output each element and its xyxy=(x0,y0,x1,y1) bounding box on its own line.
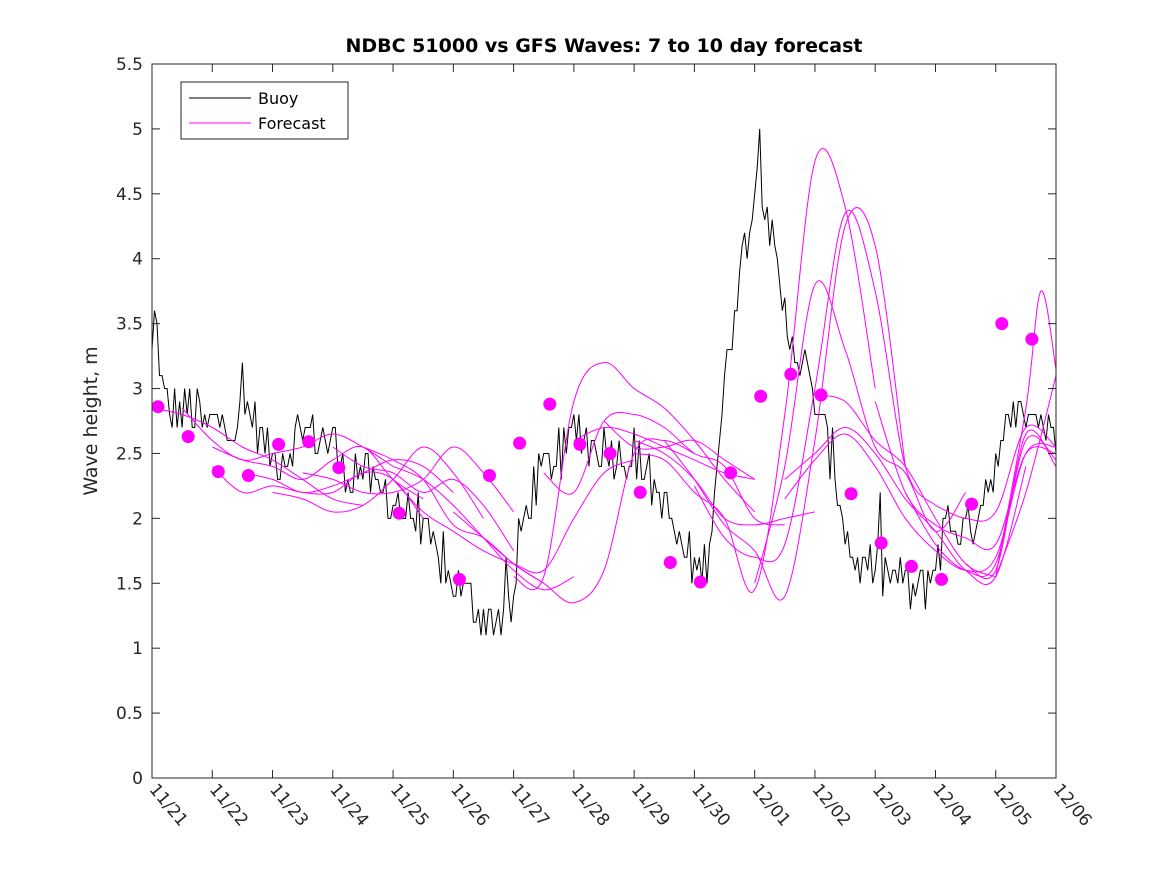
y-tick-label: 2.5 xyxy=(116,444,143,464)
forecast-series-layer xyxy=(151,148,1057,604)
forecast-marker xyxy=(241,469,255,482)
forecast-marker xyxy=(151,400,165,414)
legend-forecast-label: Forecast xyxy=(258,114,326,133)
forecast-marker xyxy=(844,487,858,501)
plot-frame xyxy=(151,63,1057,779)
x-tick-label: 11/30 xyxy=(687,780,734,830)
forecast-marker xyxy=(784,367,798,381)
forecast-marker xyxy=(603,447,617,460)
plot-area xyxy=(151,63,1057,779)
forecast-series-line-8 xyxy=(332,446,515,552)
y-tick-label: 5 xyxy=(132,120,143,140)
legend: Buoy Forecast xyxy=(180,81,349,140)
y-tick-label: 3.5 xyxy=(116,315,143,335)
forecast-series-line-7 xyxy=(302,446,514,513)
x-tick-label: 11/21 xyxy=(145,780,192,830)
forecast-marker xyxy=(633,485,647,499)
forecast-series-line-25 xyxy=(874,401,1057,551)
x-tick-label: 11/26 xyxy=(446,780,493,830)
x-tick-label: 11/29 xyxy=(627,780,674,830)
x-tick-label: 12/06 xyxy=(1049,780,1096,830)
y-axis-label: Wave height, m xyxy=(80,346,102,495)
x-tick-label: 11/22 xyxy=(205,780,252,830)
forecast-marker xyxy=(1025,332,1039,346)
forecast-series-line-28 xyxy=(965,429,1057,580)
forecast-marker xyxy=(392,506,406,520)
forecast-series-line-5 xyxy=(242,459,454,494)
y-tick-label: 4.5 xyxy=(116,185,143,205)
forecast-series-line-23 xyxy=(784,426,1027,585)
forecast-series-line-4 xyxy=(211,466,424,519)
forecast-series-line-29 xyxy=(995,375,1057,577)
y-tick-label: 4 xyxy=(132,250,143,270)
forecast-marker xyxy=(874,536,888,550)
forecast-series-line-14 xyxy=(543,411,785,526)
forecast-marker xyxy=(211,465,225,479)
forecast-marker xyxy=(965,497,979,511)
forecast-series-line-18 xyxy=(634,148,876,593)
forecast-marker xyxy=(995,317,1009,331)
forecast-series-line-13 xyxy=(513,362,756,591)
x-tick-label: 11/27 xyxy=(506,780,553,830)
forecast-series-line-24 xyxy=(784,433,1057,573)
forecast-marker xyxy=(814,388,828,402)
forecast-marker xyxy=(904,559,918,573)
x-tick-label: 12/05 xyxy=(989,780,1036,830)
forecast-series-line-30 xyxy=(995,290,1057,577)
forecast-marker xyxy=(663,556,677,569)
forecast-series-line-27 xyxy=(935,424,1057,522)
forecast-series-line-2 xyxy=(181,407,394,467)
y-tick-label: 0 xyxy=(132,769,143,789)
x-tick-label: 11/23 xyxy=(265,780,312,830)
forecast-marker xyxy=(332,461,346,475)
y-tick-label: 1 xyxy=(132,639,143,659)
forecast-marker xyxy=(181,430,195,444)
y-tick-label: 2 xyxy=(132,509,143,529)
forecast-series-line-3 xyxy=(212,445,424,500)
forecast-marker xyxy=(573,437,587,451)
legend-buoy-label: Buoy xyxy=(258,89,298,108)
forecast-series-line-16 xyxy=(603,420,755,480)
forecast-marker xyxy=(543,397,557,411)
forecast-marker xyxy=(272,437,286,451)
forecast-marker-layer xyxy=(151,317,1039,589)
forecast-series-line-20 xyxy=(693,210,936,563)
y-tick-label: 3 xyxy=(132,380,143,400)
forecast-series-line-21 xyxy=(754,280,967,584)
forecast-series-line-19 xyxy=(663,207,906,601)
y-tick-label: 0.5 xyxy=(116,704,143,724)
forecast-marker xyxy=(754,389,768,403)
chart-title: NDBC 51000 vs GFS Waves: 7 to 10 day for… xyxy=(345,35,862,57)
forecast-series-line-1 xyxy=(151,407,364,506)
forecast-series-line-26 xyxy=(904,435,1057,577)
forecast-marker xyxy=(935,572,948,586)
x-tick-label: 11/24 xyxy=(326,780,373,830)
x-tick-label: 12/03 xyxy=(868,780,915,830)
legend-box xyxy=(180,81,349,140)
x-tick-label: 11/28 xyxy=(567,780,614,830)
forecast-marker xyxy=(724,466,738,480)
y-tick-label: 1.5 xyxy=(116,574,143,594)
x-tick-label: 12/01 xyxy=(747,780,794,830)
forecast-series-line-12 xyxy=(452,438,695,604)
x-tick-label: 12/04 xyxy=(928,780,975,830)
forecast-marker xyxy=(302,435,316,449)
forecast-marker xyxy=(693,575,707,589)
x-tick-label: 12/02 xyxy=(808,780,855,830)
y-tick-label: 5.5 xyxy=(116,55,143,75)
x-tick-label: 11/25 xyxy=(386,780,433,830)
forecast-marker xyxy=(452,572,466,586)
forecast-marker xyxy=(483,469,496,482)
forecast-marker xyxy=(513,436,527,450)
